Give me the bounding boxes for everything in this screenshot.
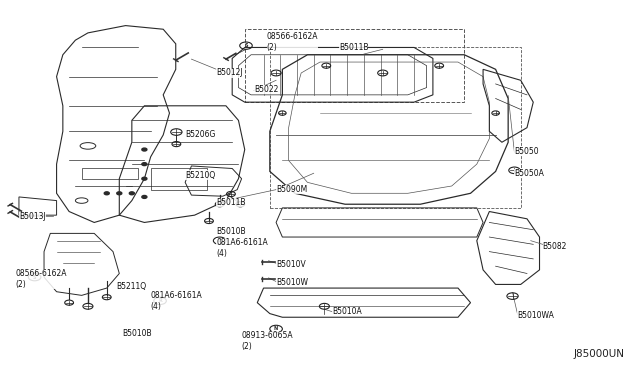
Circle shape <box>104 192 109 195</box>
Bar <box>244 29 464 102</box>
Text: B5010B: B5010B <box>216 227 246 236</box>
Circle shape <box>116 192 122 195</box>
Circle shape <box>142 163 147 166</box>
Text: B5010W: B5010W <box>276 278 308 287</box>
Text: 081A6-6161A
(4): 081A6-6161A (4) <box>150 291 202 311</box>
Text: B5010B: B5010B <box>122 329 152 338</box>
Text: B5206G: B5206G <box>185 131 216 140</box>
Text: B5010A: B5010A <box>333 307 362 316</box>
Text: B5090M: B5090M <box>276 185 307 194</box>
Text: B5011B: B5011B <box>339 43 368 52</box>
Text: R: R <box>158 298 162 303</box>
Circle shape <box>142 195 147 198</box>
Text: B5013J: B5013J <box>19 212 45 221</box>
Circle shape <box>129 192 134 195</box>
Text: B5050: B5050 <box>515 147 539 156</box>
Text: 08566-6162A
(2): 08566-6162A (2) <box>16 269 67 289</box>
Text: B5082: B5082 <box>543 242 567 251</box>
Text: 08913-6065A
(2): 08913-6065A (2) <box>242 331 293 351</box>
Text: B5050A: B5050A <box>515 169 544 178</box>
Text: S: S <box>244 43 248 48</box>
Text: B5211Q: B5211Q <box>116 282 147 291</box>
Text: B5210Q: B5210Q <box>185 171 216 180</box>
Text: B: B <box>218 238 221 243</box>
Text: 081A6-6161A
(4): 081A6-6161A (4) <box>216 238 268 258</box>
Text: B5012J: B5012J <box>216 68 243 77</box>
Circle shape <box>142 148 147 151</box>
Circle shape <box>142 177 147 180</box>
Text: J85000UN: J85000UN <box>573 349 624 359</box>
Text: B5010WA: B5010WA <box>518 311 554 320</box>
Text: S: S <box>33 275 36 280</box>
Text: B5022: B5022 <box>254 85 278 94</box>
Text: B5010V: B5010V <box>276 260 306 269</box>
Text: 08566-6162A
(2): 08566-6162A (2) <box>267 32 318 52</box>
Text: N: N <box>274 326 278 331</box>
Text: B5011B: B5011B <box>216 198 246 207</box>
